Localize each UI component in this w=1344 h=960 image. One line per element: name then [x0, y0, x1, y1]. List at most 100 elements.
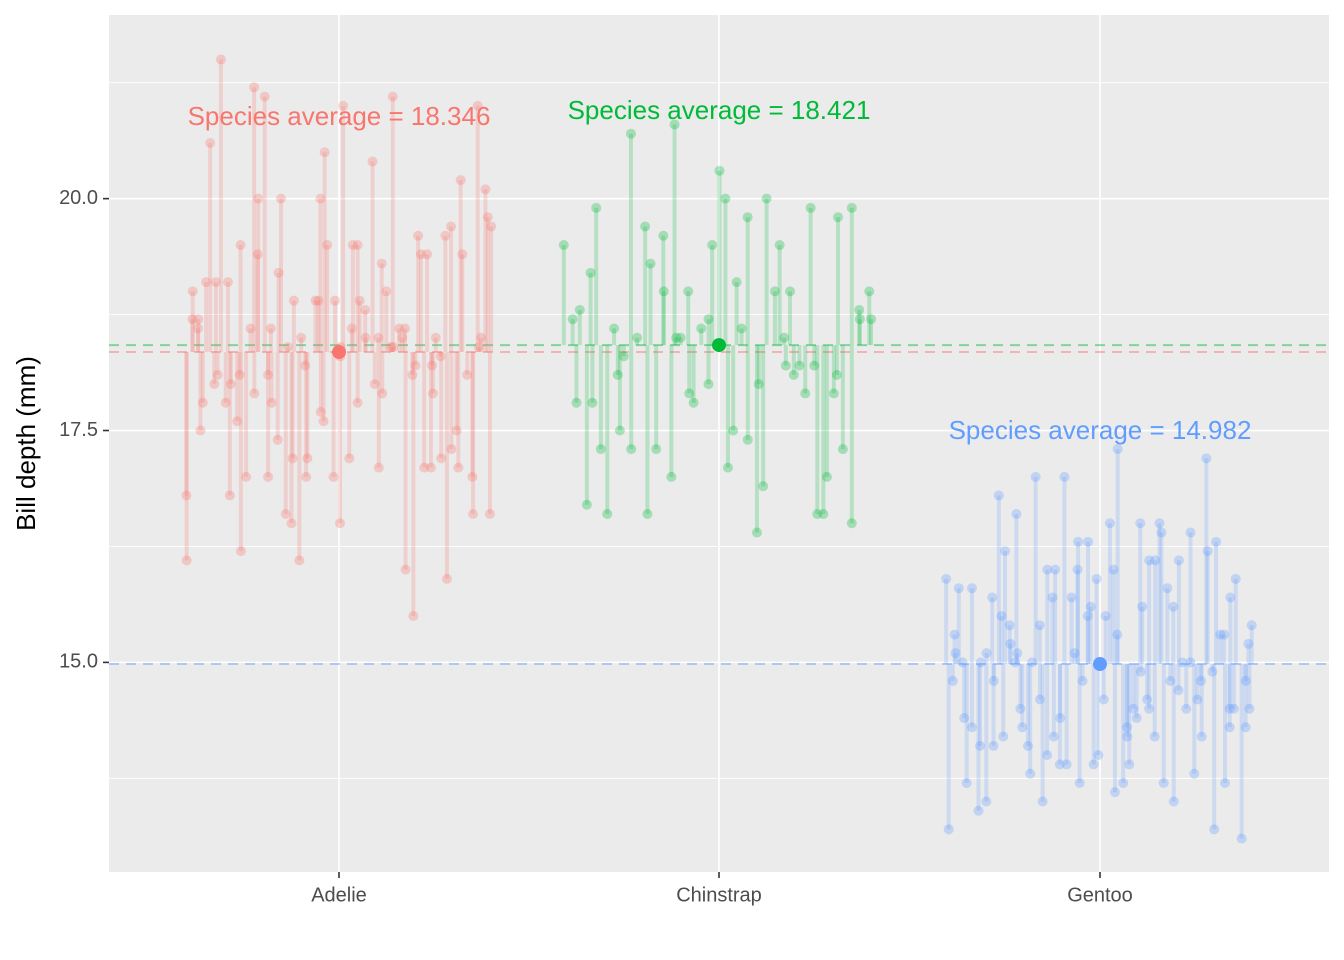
data-point-chinstrap: [736, 323, 747, 334]
data-point-gentoo: [1192, 694, 1203, 705]
data-point-chinstrap: [821, 471, 832, 482]
data-point-gentoo: [1240, 675, 1251, 686]
data-point-gentoo: [987, 592, 998, 603]
data-point-adelie: [367, 156, 378, 167]
data-point-gentoo: [1054, 759, 1065, 770]
data-point-adelie: [377, 388, 388, 399]
data-point-chinstrap: [866, 314, 877, 325]
data-point-adelie: [288, 295, 299, 306]
data-point-adelie: [376, 258, 387, 269]
data-point-gentoo: [1207, 666, 1218, 677]
data-point-adelie: [422, 249, 433, 260]
data-point-gentoo: [1236, 833, 1247, 844]
data-point-gentoo: [957, 657, 968, 668]
data-point-adelie: [486, 221, 497, 232]
data-point-gentoo: [1050, 564, 1061, 575]
data-point-chinstrap: [751, 527, 762, 538]
data-point-gentoo: [975, 740, 986, 751]
data-point-adelie: [319, 147, 330, 158]
data-point-gentoo: [981, 648, 992, 659]
mean-point-adelie: [332, 345, 346, 360]
data-point-gentoo: [1154, 518, 1165, 529]
data-point-adelie: [480, 184, 491, 195]
data-point-chinstrap: [864, 286, 875, 297]
data-point-adelie: [352, 397, 363, 408]
data-point-gentoo: [998, 731, 1009, 742]
data-point-adelie: [313, 295, 324, 306]
data-point-adelie: [300, 360, 311, 371]
data-point-gentoo: [966, 722, 977, 733]
data-point-chinstrap: [809, 360, 820, 371]
data-point-adelie: [440, 230, 451, 241]
data-point-adelie: [235, 546, 246, 557]
data-point-gentoo: [1059, 471, 1070, 482]
data-point-chinstrap: [812, 508, 823, 519]
data-point-adelie: [310, 295, 321, 306]
data-point-gentoo: [943, 824, 954, 835]
data-point-adelie: [187, 314, 198, 325]
data-point-adelie: [457, 249, 468, 260]
data-point-adelie: [427, 388, 438, 399]
data-point-adelie: [397, 332, 408, 343]
data-point-chinstrap: [707, 240, 718, 251]
data-point-adelie: [205, 137, 216, 148]
data-point-adelie: [335, 518, 346, 529]
data-point-adelie: [315, 193, 326, 204]
data-point-gentoo: [1112, 444, 1123, 455]
data-point-chinstrap: [785, 286, 796, 297]
data-point-gentoo: [1149, 731, 1160, 742]
data-point-gentoo: [1012, 648, 1023, 659]
data-point-chinstrap: [669, 119, 680, 130]
data-point-adelie: [222, 277, 233, 288]
x-tick-label: Adelie: [311, 884, 367, 906]
data-point-gentoo: [1098, 694, 1109, 705]
data-point-adelie: [263, 369, 274, 380]
data-point-adelie: [265, 323, 276, 334]
data-point-adelie: [232, 416, 243, 427]
annotation-adelie: Species average = 18.346: [188, 101, 491, 131]
data-point-chinstrap: [731, 277, 742, 288]
data-point-adelie: [276, 193, 287, 204]
data-point-adelie: [249, 388, 260, 399]
data-point-gentoo: [1135, 666, 1146, 677]
data-point-chinstrap: [837, 444, 848, 455]
annotation-chinstrap: Species average = 18.421: [568, 95, 871, 125]
data-point-gentoo: [1100, 611, 1111, 622]
data-point-gentoo: [1215, 629, 1226, 640]
data-point-chinstrap: [567, 314, 578, 325]
data-point-gentoo: [1010, 657, 1021, 668]
data-point-adelie: [381, 286, 392, 297]
data-point-gentoo: [1185, 657, 1196, 668]
data-point-gentoo: [1047, 592, 1058, 603]
data-point-chinstrap: [640, 221, 651, 232]
data-point-gentoo: [1061, 759, 1072, 770]
data-point-adelie: [468, 508, 479, 519]
data-point-adelie: [241, 471, 252, 482]
data-point-gentoo: [950, 648, 961, 659]
data-point-adelie: [266, 397, 277, 408]
data-point-chinstrap: [846, 202, 857, 213]
data-point-gentoo: [1165, 675, 1176, 686]
data-point-adelie: [315, 406, 326, 417]
data-point-gentoo: [1158, 777, 1169, 788]
data-point-adelie: [441, 573, 452, 584]
data-point-chinstrap: [794, 360, 805, 371]
data-point-gentoo: [1025, 768, 1036, 779]
data-point-gentoo: [1082, 611, 1093, 622]
data-point-chinstrap: [618, 351, 629, 362]
data-point-gentoo: [961, 777, 972, 788]
data-point-adelie: [302, 453, 313, 464]
data-point-adelie: [220, 397, 231, 408]
data-point-gentoo: [1034, 620, 1045, 631]
data-point-adelie: [181, 555, 192, 566]
data-point-chinstrap: [602, 508, 613, 519]
data-point-adelie: [451, 425, 462, 436]
data-point-gentoo: [1224, 722, 1235, 733]
data-point-adelie: [215, 54, 226, 65]
data-point-gentoo: [1073, 536, 1084, 547]
data-point-gentoo: [953, 583, 964, 594]
data-point-gentoo: [1230, 573, 1241, 584]
data-point-chinstrap: [722, 462, 733, 473]
data-point-chinstrap: [720, 193, 731, 204]
data-point-chinstrap: [714, 165, 725, 176]
